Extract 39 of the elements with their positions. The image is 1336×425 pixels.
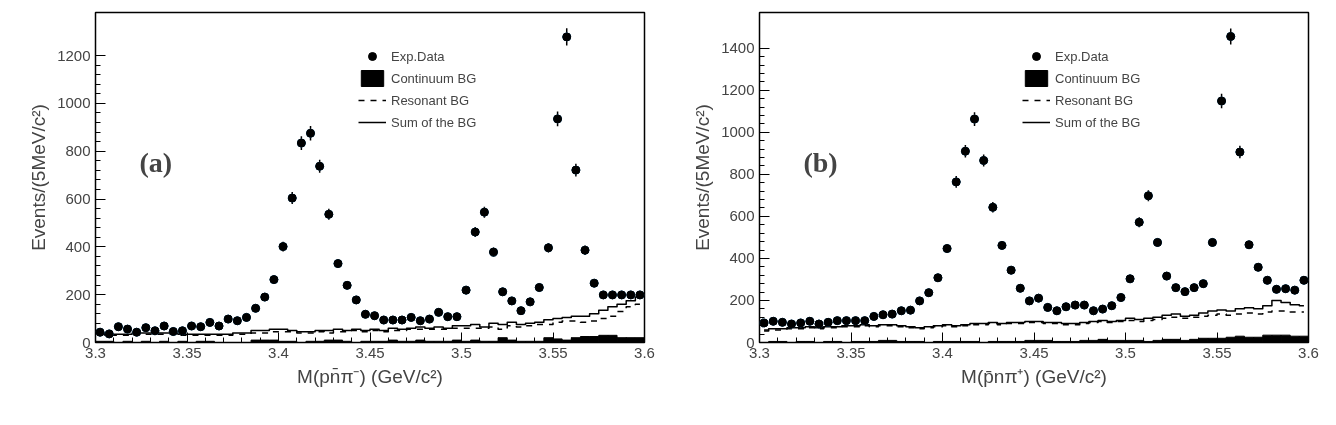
x-tick-label: 3.6 — [1298, 343, 1319, 361]
x-tick-label: 3.35 — [172, 343, 202, 361]
x-tick-label: 3.5 — [1115, 343, 1136, 361]
y-tick-label: 1000 — [721, 123, 755, 141]
x-axis-title: M(pn̄π⁻) (GeV/c²) — [297, 365, 443, 387]
x-tick-label: 3.45 — [1019, 343, 1049, 361]
legend-label: Sum of the BG — [391, 113, 477, 132]
legend-label: Resonant BG — [391, 91, 470, 110]
annotation: (a) — [139, 146, 173, 178]
y-tick-label: 200 — [729, 291, 755, 309]
y-tick-label: 1200 — [57, 46, 91, 64]
y-tick-label: 200 — [65, 285, 91, 303]
y-tick-label: 400 — [729, 249, 755, 267]
x-tick-label: 3.45 — [355, 343, 385, 361]
legend-label: Exp.Data — [1055, 47, 1109, 66]
x-tick-label: 3.6 — [634, 343, 655, 361]
y-tick-label: 1000 — [57, 94, 91, 112]
y-axis-title: Events/(5MeV/c²) — [692, 104, 714, 251]
y-tick-label: 600 — [729, 207, 755, 225]
y-tick-label: 600 — [65, 190, 91, 208]
legend-label: Exp.Data — [391, 47, 445, 66]
legend-label: Resonant BG — [1055, 91, 1134, 110]
y-axis-title: Events/(5MeV/c²) — [28, 104, 50, 251]
annotation: (b) — [803, 146, 838, 178]
x-tick-label: 3.35 — [836, 343, 866, 361]
x-axis-title: M(p̄nπ⁺) (GeV/c²) — [961, 365, 1107, 387]
x-tick-label: 3.4 — [932, 343, 953, 361]
y-tick-label: 800 — [65, 142, 91, 160]
legend-label: Continuum BG — [1055, 69, 1141, 88]
legend-label: Continuum BG — [391, 69, 477, 88]
y-tick-label: 1400 — [721, 39, 755, 57]
x-tick-label: 3.55 — [538, 343, 568, 361]
y-tick-label: 400 — [65, 237, 91, 255]
y-tick-label: 800 — [729, 165, 755, 183]
x-tick-label: 3.4 — [268, 343, 289, 361]
legend-label: Sum of the BG — [1055, 113, 1141, 132]
x-tick-label: 3.55 — [1202, 343, 1232, 361]
y-tick-label: 1200 — [721, 81, 755, 99]
x-tick-label: 3.5 — [451, 343, 472, 361]
